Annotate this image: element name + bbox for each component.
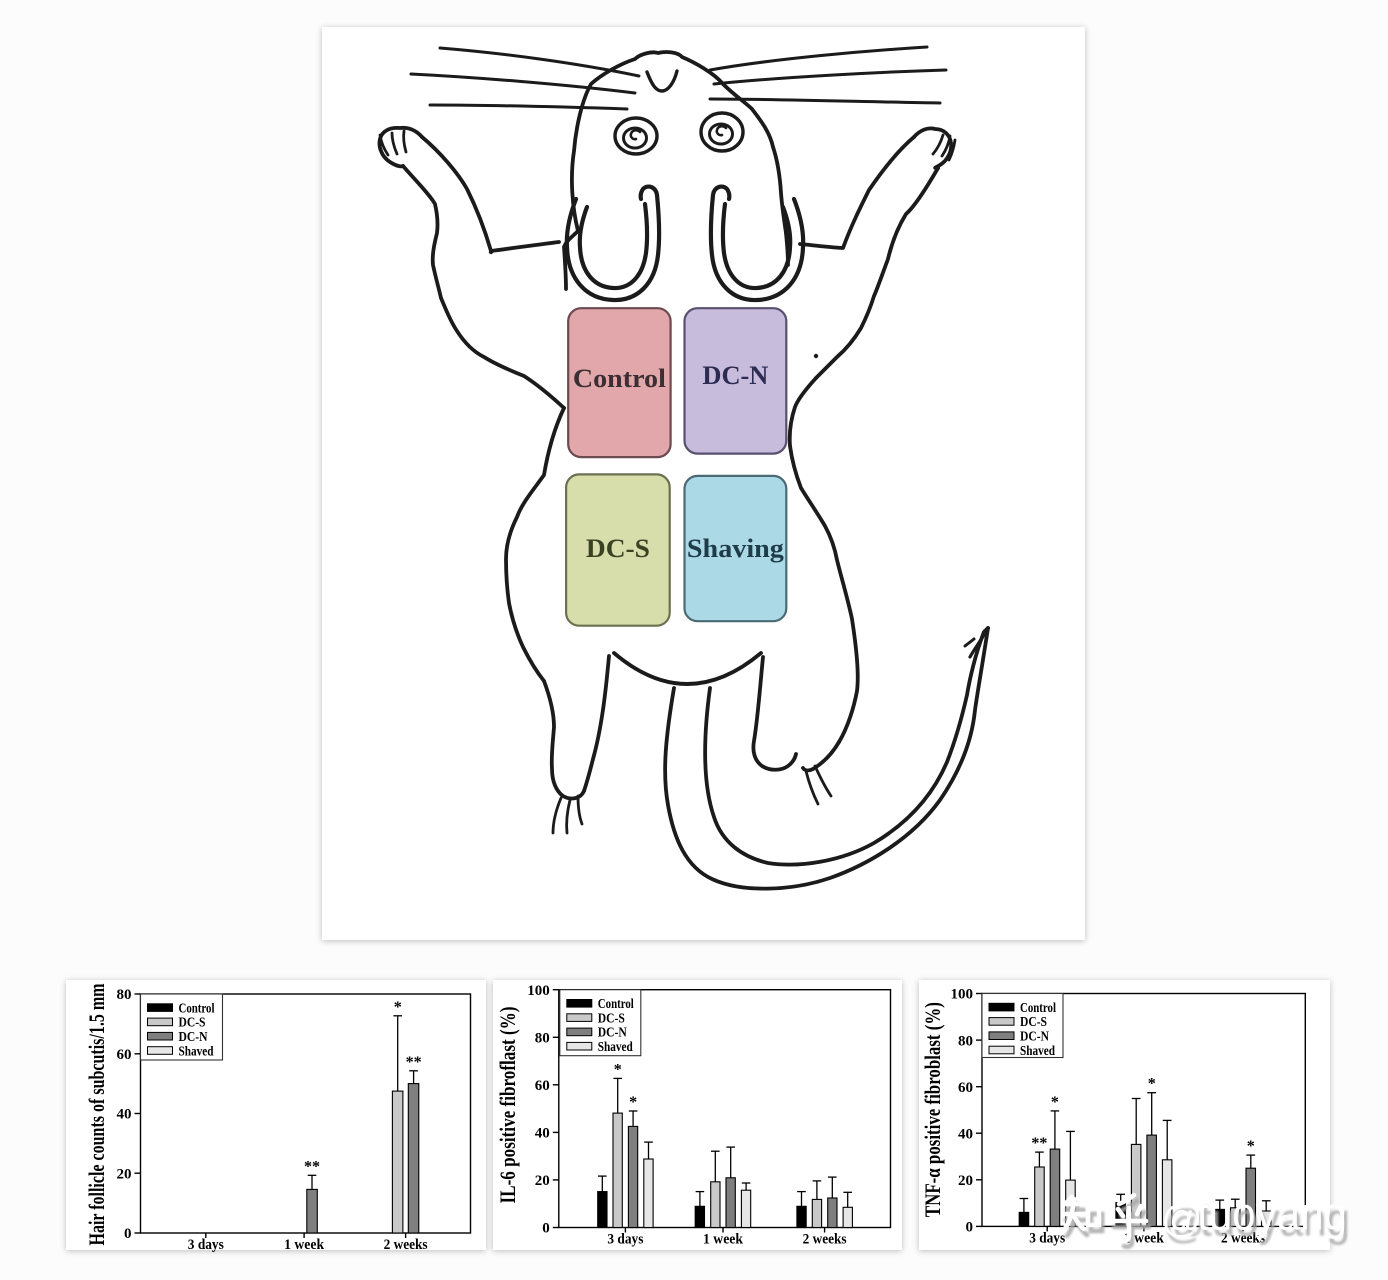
- svg-text:*: *: [629, 1094, 637, 1111]
- svg-text:DC-S: DC-S: [598, 1010, 625, 1025]
- svg-text:80: 80: [958, 1033, 973, 1049]
- svg-text:3 days: 3 days: [1029, 1230, 1065, 1246]
- svg-text:80: 80: [117, 987, 132, 1003]
- svg-text:**: **: [1031, 1135, 1047, 1152]
- svg-text:DC-N: DC-N: [1020, 1029, 1049, 1044]
- svg-text:2 weeks: 2 weeks: [1221, 1230, 1265, 1246]
- svg-text:Hair follicle counts of subcut: Hair follicle counts of subcutis/1.5 mm: [84, 984, 109, 1246]
- svg-text:**: **: [406, 1054, 422, 1071]
- svg-text:IL-6 positive fibroflast (%): IL-6 positive fibroflast (%): [495, 1007, 520, 1204]
- svg-text:0: 0: [124, 1226, 132, 1242]
- svg-text:0: 0: [542, 1221, 550, 1237]
- svg-text:Control: Control: [573, 364, 666, 393]
- svg-text:*: *: [614, 1061, 622, 1078]
- svg-text:Shaved: Shaved: [179, 1043, 214, 1058]
- svg-text:3 days: 3 days: [607, 1232, 643, 1248]
- svg-text:Control: Control: [1020, 1000, 1056, 1015]
- svg-text:80: 80: [535, 1031, 550, 1047]
- svg-text:20: 20: [117, 1166, 132, 1182]
- svg-text:0: 0: [966, 1220, 974, 1236]
- svg-text:60: 60: [535, 1078, 550, 1094]
- svg-text:DC-N: DC-N: [702, 361, 768, 390]
- svg-text:100: 100: [951, 987, 974, 1003]
- svg-text:Shaving: Shaving: [687, 534, 784, 563]
- svg-text:60: 60: [117, 1047, 132, 1063]
- svg-text:Shaved: Shaved: [598, 1039, 633, 1054]
- svg-text:Shaved: Shaved: [1020, 1043, 1055, 1058]
- svg-text:DC-N: DC-N: [598, 1025, 627, 1040]
- svg-text:DC-S: DC-S: [1020, 1014, 1047, 1029]
- svg-text:*: *: [1247, 1138, 1255, 1155]
- svg-text:2 weeks: 2 weeks: [384, 1237, 428, 1253]
- svg-text:20: 20: [958, 1173, 973, 1189]
- svg-text:Control: Control: [179, 1000, 215, 1015]
- svg-text:2 weeks: 2 weeks: [803, 1232, 847, 1248]
- svg-text:1 week: 1 week: [703, 1232, 744, 1248]
- svg-text:*: *: [1051, 1094, 1059, 1111]
- svg-text:Control: Control: [598, 996, 634, 1011]
- svg-text:DC-S: DC-S: [586, 534, 650, 563]
- svg-text:*: *: [394, 999, 402, 1016]
- svg-text:40: 40: [958, 1126, 973, 1142]
- svg-text:60: 60: [958, 1080, 973, 1096]
- svg-text:DC-N: DC-N: [179, 1029, 208, 1044]
- svg-text:40: 40: [117, 1107, 132, 1123]
- svg-text:3 days: 3 days: [188, 1237, 224, 1253]
- svg-text:100: 100: [527, 983, 550, 999]
- svg-text:40: 40: [535, 1126, 550, 1142]
- svg-text:DC-S: DC-S: [179, 1015, 206, 1030]
- svg-text:1 week: 1 week: [284, 1237, 325, 1253]
- svg-text:20: 20: [535, 1173, 550, 1189]
- svg-text:**: **: [304, 1158, 320, 1175]
- svg-text:TNF-α positive fibroblast (%): TNF-α positive fibroblast (%): [920, 1002, 945, 1217]
- svg-text:*: *: [1148, 1076, 1156, 1093]
- svg-text:1 week: 1 week: [1124, 1230, 1165, 1246]
